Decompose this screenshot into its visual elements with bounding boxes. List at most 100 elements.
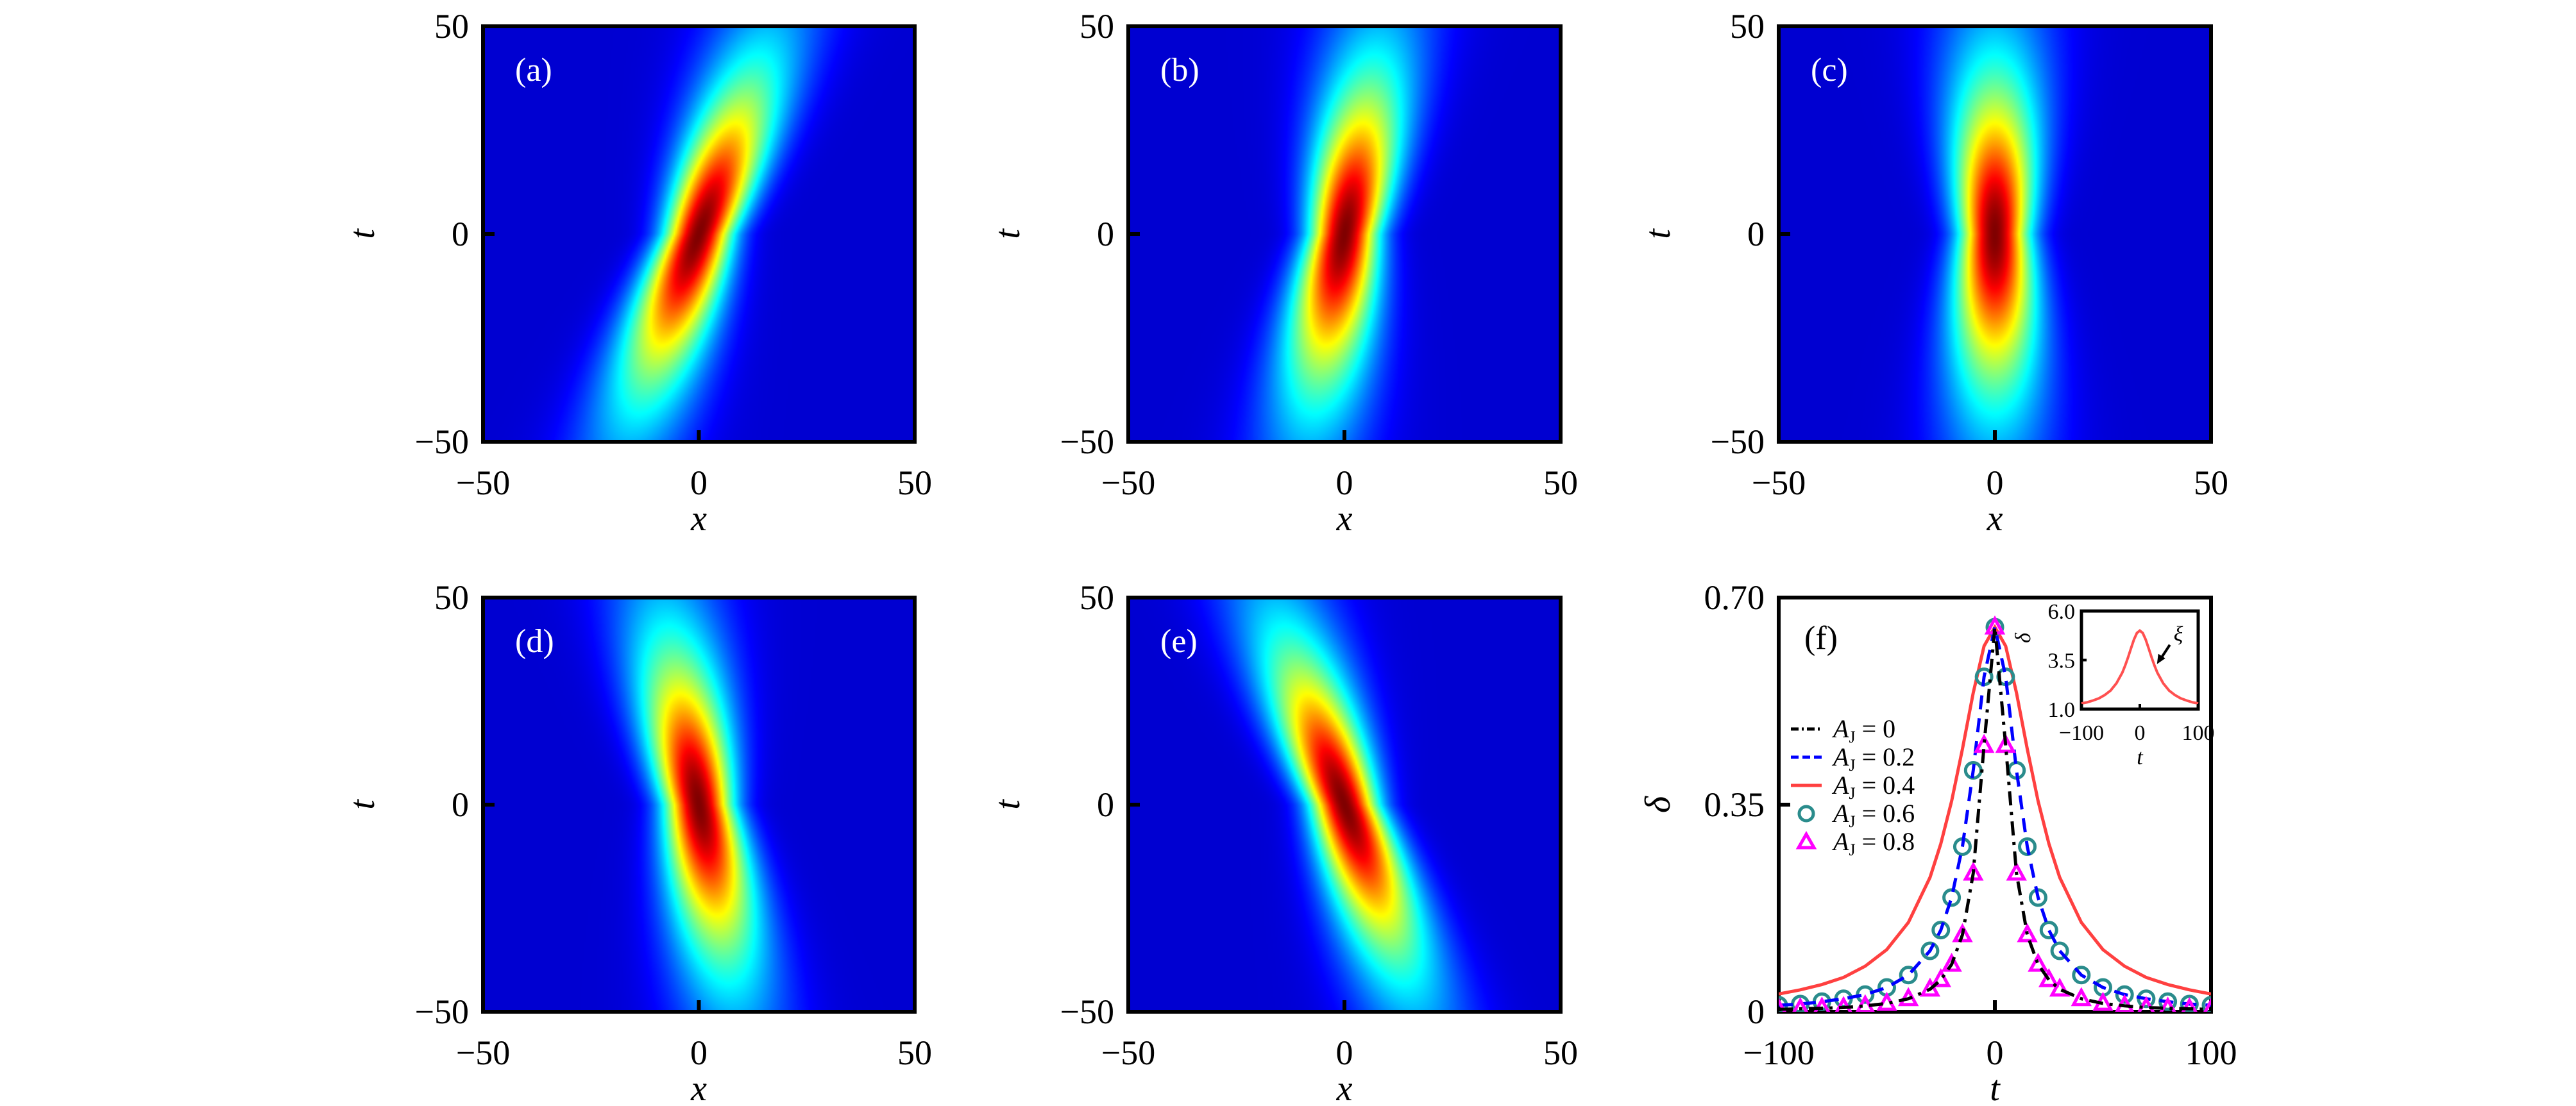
y-tick-label: 0 xyxy=(452,785,469,824)
data-point-triangle xyxy=(2071,987,2092,1007)
y-tick-label: 50 xyxy=(1080,578,1114,617)
panel-label: (b) xyxy=(1160,52,1199,88)
panel-b: −50 0 50 −50 0 50 x t (b) xyxy=(988,7,1578,539)
inset-y-tick-label: 1.0 xyxy=(2048,698,2076,722)
heatmap-image xyxy=(483,598,915,1012)
data-point-triangle xyxy=(2017,923,2038,943)
y-tick-label: −50 xyxy=(1060,423,1114,461)
panel-label: (f) xyxy=(1804,620,1838,657)
panel-label: (a) xyxy=(515,52,552,88)
legend-label: AJ = 0.2 xyxy=(1831,742,1915,775)
x-tick-label: 0 xyxy=(1987,464,2004,502)
x-axis-label: x xyxy=(1987,499,2003,539)
annotation-label: ξ xyxy=(2174,623,2183,646)
y-tick-label: 0 xyxy=(1097,785,1114,824)
x-tick-label: 50 xyxy=(1543,464,1578,502)
x-tick-label: −50 xyxy=(1752,464,1806,502)
data-point-circle xyxy=(1931,921,1951,940)
y-tick-label: 50 xyxy=(434,578,469,617)
panel-label: (d) xyxy=(515,623,554,660)
inset-series-line xyxy=(2081,629,2199,705)
plot-frame xyxy=(1126,24,1563,444)
plot-frame xyxy=(1777,24,2213,444)
x-tick-label: 0 xyxy=(690,464,708,502)
data-point-triangle xyxy=(1995,733,2017,753)
inset-x-axis-label: t xyxy=(2137,746,2144,769)
panel-c: −50 0 50 −50 0 50 x t (c) xyxy=(1638,7,2228,539)
x-tick-label: 100 xyxy=(2185,1034,2237,1072)
y-axis-label: t xyxy=(343,228,382,239)
data-point-circle xyxy=(2201,996,2211,1012)
y-tick-label: −50 xyxy=(415,423,469,461)
series-line xyxy=(1779,624,2211,996)
x-tick-label: −50 xyxy=(456,1034,510,1072)
x-axis-label: x xyxy=(690,1069,707,1106)
data-point-triangle xyxy=(1792,997,1809,1012)
y-tick-label: 50 xyxy=(1080,7,1114,46)
y-tick-label: 0.35 xyxy=(1704,785,1765,824)
y-axis-label: t xyxy=(988,228,1028,239)
series-line xyxy=(1779,626,2211,1011)
y-tick-label: 0 xyxy=(1097,215,1114,253)
legend: AJ = 0AJ = 0.2AJ = 0.4AJ = 0.6AJ = 0.8 xyxy=(1791,714,1915,859)
x-tick-label: 50 xyxy=(1543,1034,1578,1072)
panel-e: −50 0 50 −50 0 50 x t (e) xyxy=(988,578,1578,1106)
panel-a: −50 0 50 −50 0 50 x t (a) xyxy=(343,7,932,539)
x-tick-label: −100 xyxy=(1743,1034,1814,1072)
legend-marker xyxy=(1797,805,1815,823)
data-point-triangle xyxy=(1941,952,1962,972)
legend-label: AJ = 0.6 xyxy=(1831,799,1915,831)
heatmap-image xyxy=(1128,598,1561,1012)
heatmap-image xyxy=(1779,26,2211,442)
y-tick-label: 50 xyxy=(1730,7,1765,46)
legend-label: AJ = 0.4 xyxy=(1831,771,1915,803)
y-axis-label: t xyxy=(988,799,1028,810)
data-point-triangle xyxy=(2028,952,2049,972)
x-tick-label: 50 xyxy=(897,464,932,502)
y-tick-label: 0.70 xyxy=(1704,578,1765,617)
x-tick-label: −50 xyxy=(1101,464,1155,502)
data-point-triangle xyxy=(2049,977,2071,997)
panel-d: −50 0 50 −50 0 50 x t (d) xyxy=(343,578,932,1106)
y-tick-label: −50 xyxy=(1060,993,1114,1031)
heatmap-image xyxy=(1128,26,1561,442)
data-point-circle xyxy=(2180,994,2199,1012)
data-point-triangle xyxy=(2006,861,2027,881)
y-tick-label: 0 xyxy=(1747,993,1765,1031)
data-point-triangle xyxy=(1930,968,1951,987)
y-tick-label: 0 xyxy=(1747,215,1765,253)
data-point-triangle xyxy=(2203,998,2211,1012)
x-axis-label: x xyxy=(1336,1069,1353,1106)
legend-label: AJ = 0 xyxy=(1831,714,1895,746)
inset-y-tick-label: 3.5 xyxy=(2048,649,2076,673)
plot-area xyxy=(1779,615,2211,1012)
plot-frame xyxy=(481,24,917,444)
data-point-triangle xyxy=(1952,923,1973,943)
data-point-circle xyxy=(1942,888,1962,907)
x-tick-label: −50 xyxy=(1101,1034,1155,1072)
x-axis-label: x xyxy=(690,499,707,539)
x-tick-label: 0 xyxy=(1336,464,1353,502)
panel-label: (e) xyxy=(1160,623,1198,660)
data-point-circle xyxy=(2039,921,2058,940)
inset-chart: −100 0 100 1.0 3.5 6.0 t δ ξ xyxy=(2012,600,2215,769)
y-axis-label: t xyxy=(343,799,382,810)
inset-x-tick-label: −100 xyxy=(2059,721,2104,745)
inset-x-tick-label: 0 xyxy=(2135,721,2146,745)
x-tick-label: 0 xyxy=(1987,1034,2004,1072)
y-axis-label: δ xyxy=(1638,796,1678,813)
x-tick-label: 0 xyxy=(690,1034,708,1072)
legend-marker xyxy=(1795,830,1817,850)
y-tick-label: −50 xyxy=(1711,423,1765,461)
series-line xyxy=(1779,626,2211,1007)
inset-x-tick-label: 100 xyxy=(2182,721,2215,745)
data-point-circle xyxy=(2072,966,2091,985)
x-axis-label: x xyxy=(1336,499,1353,539)
data-point-circle xyxy=(1899,966,1918,985)
x-tick-label: 0 xyxy=(1336,1034,1353,1072)
data-point-circle xyxy=(2115,985,2134,1004)
x-tick-label: 50 xyxy=(2194,464,2228,502)
